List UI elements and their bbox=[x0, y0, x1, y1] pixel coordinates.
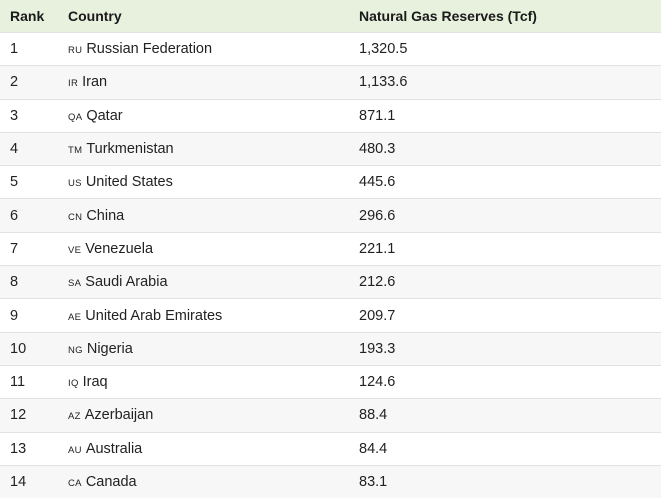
rank-cell: 7 bbox=[0, 231, 68, 266]
rank-cell: 2 bbox=[0, 65, 68, 100]
reserves-cell: 1,320.5 bbox=[359, 31, 661, 66]
reserves-cell: 212.6 bbox=[359, 265, 661, 299]
country-name: Iraq bbox=[82, 374, 108, 391]
header-rank[interactable]: Rank bbox=[0, 0, 68, 33]
country-cell: IQ Iraq bbox=[68, 364, 359, 399]
country-name: United States bbox=[85, 174, 173, 191]
table-row: 14 CA Canada 83.1 bbox=[0, 464, 661, 498]
country-cell: AE United Arab Emirates bbox=[68, 298, 359, 333]
country-code: VE bbox=[68, 244, 82, 256]
table-row: 9 AE United Arab Emirates 209.7 bbox=[0, 298, 661, 333]
country-code: QA bbox=[68, 111, 83, 123]
country-code: CA bbox=[68, 478, 82, 489]
reserves-cell: 221.1 bbox=[359, 231, 661, 266]
rank-cell: 5 bbox=[0, 165, 68, 199]
country-cell: AZ Azerbaijan bbox=[68, 398, 359, 433]
country-cell: CN China bbox=[68, 198, 359, 233]
table-row: 7 VE Venezuela 221.1 bbox=[0, 231, 661, 266]
country-name: China bbox=[86, 207, 125, 224]
country-cell: IR Iran bbox=[68, 65, 359, 100]
table-row: 8 SA Saudi Arabia 212.6 bbox=[0, 265, 661, 299]
country-code: AU bbox=[68, 444, 82, 456]
rank-cell: 12 bbox=[0, 398, 68, 433]
reserves-cell: 84.4 bbox=[359, 431, 661, 466]
country-cell: CA Canada bbox=[68, 464, 359, 498]
rank-cell: 6 bbox=[0, 198, 68, 233]
table-row: 4 TM Turkmenistan 480.3 bbox=[0, 131, 661, 166]
country-code: US bbox=[68, 178, 82, 190]
reserves-cell: 88.4 bbox=[359, 398, 661, 433]
table-row: 10 NG Nigeria 193.3 bbox=[0, 331, 661, 366]
country-cell: NG Nigeria bbox=[68, 331, 359, 366]
country-name: Nigeria bbox=[86, 340, 133, 357]
country-code: NG bbox=[68, 344, 83, 356]
reserves-cell: 209.7 bbox=[359, 298, 661, 333]
rank-cell: 14 bbox=[0, 464, 68, 498]
country-cell: QA Qatar bbox=[68, 98, 359, 133]
country-code: TM bbox=[68, 145, 83, 157]
country-name: Saudi Arabia bbox=[85, 274, 168, 291]
table-row: 1 RU Russian Federation 1,320.5 bbox=[0, 31, 661, 66]
country-cell: SA Saudi Arabia bbox=[68, 265, 359, 299]
country-name: Qatar bbox=[86, 107, 123, 124]
header-country[interactable]: Country bbox=[68, 0, 359, 33]
reserves-cell: 83.1 bbox=[359, 464, 661, 498]
table-header: Rank Country Natural Gas Reserves (Tcf) bbox=[0, 0, 661, 33]
reserves-cell: 124.6 bbox=[359, 364, 661, 399]
country-name: Iran bbox=[82, 74, 108, 91]
country-code: SA bbox=[68, 278, 82, 290]
header-reserves[interactable]: Natural Gas Reserves (Tcf) bbox=[359, 0, 661, 33]
table-row: 2 IR Iran 1,133.6 bbox=[0, 65, 661, 100]
country-code: IQ bbox=[68, 378, 79, 390]
reserves-cell: 193.3 bbox=[359, 331, 661, 366]
rank-cell: 13 bbox=[0, 431, 68, 466]
country-cell: US United States bbox=[68, 165, 359, 199]
rank-cell: 4 bbox=[0, 131, 68, 166]
country-name: Australia bbox=[85, 440, 143, 457]
country-cell: AU Australia bbox=[68, 431, 359, 466]
rank-cell: 9 bbox=[0, 298, 68, 333]
rank-cell: 8 bbox=[0, 265, 68, 299]
country-code: IR bbox=[68, 78, 79, 90]
country-name: Azerbaijan bbox=[84, 407, 154, 424]
table-row: 3 QA Qatar 871.1 bbox=[0, 98, 661, 133]
country-code: RU bbox=[68, 45, 83, 57]
country-name: Venezuela bbox=[85, 240, 154, 257]
table-row: 13 AU Australia 84.4 bbox=[0, 431, 661, 466]
reserves-cell: 296.6 bbox=[359, 198, 661, 233]
rank-cell: 3 bbox=[0, 98, 68, 133]
country-code: CN bbox=[68, 211, 83, 223]
country-code: AZ bbox=[68, 411, 81, 423]
reserves-cell: 480.3 bbox=[359, 131, 661, 166]
rank-cell: 1 bbox=[0, 31, 68, 66]
reserves-cell: 871.1 bbox=[359, 98, 661, 133]
table-row: 5 US United States 445.6 bbox=[0, 165, 661, 199]
table-row: 12 AZ Azerbaijan 88.4 bbox=[0, 398, 661, 433]
country-name: United Arab Emirates bbox=[85, 307, 223, 324]
country-cell: RU Russian Federation bbox=[68, 31, 359, 66]
reserves-cell: 1,133.6 bbox=[359, 65, 661, 100]
country-name: Russian Federation bbox=[86, 41, 213, 58]
header-row: Rank Country Natural Gas Reserves (Tcf) bbox=[0, 0, 661, 33]
table-row: 11 IQ Iraq 124.6 bbox=[0, 364, 661, 399]
country-code: AE bbox=[68, 311, 82, 323]
country-name: Turkmenistan bbox=[86, 141, 174, 158]
country-cell: TM Turkmenistan bbox=[68, 131, 359, 166]
reserves-cell: 445.6 bbox=[359, 165, 661, 199]
table-row: 6 CN China 296.6 bbox=[0, 198, 661, 233]
rank-cell: 10 bbox=[0, 331, 68, 366]
country-cell: VE Venezuela bbox=[68, 231, 359, 266]
rank-cell: 11 bbox=[0, 364, 68, 399]
table-body: 1 RU Russian Federation 1,320.5 2 IR Iran 1,133… bbox=[0, 31, 661, 498]
country-name: Canada bbox=[85, 474, 137, 490]
